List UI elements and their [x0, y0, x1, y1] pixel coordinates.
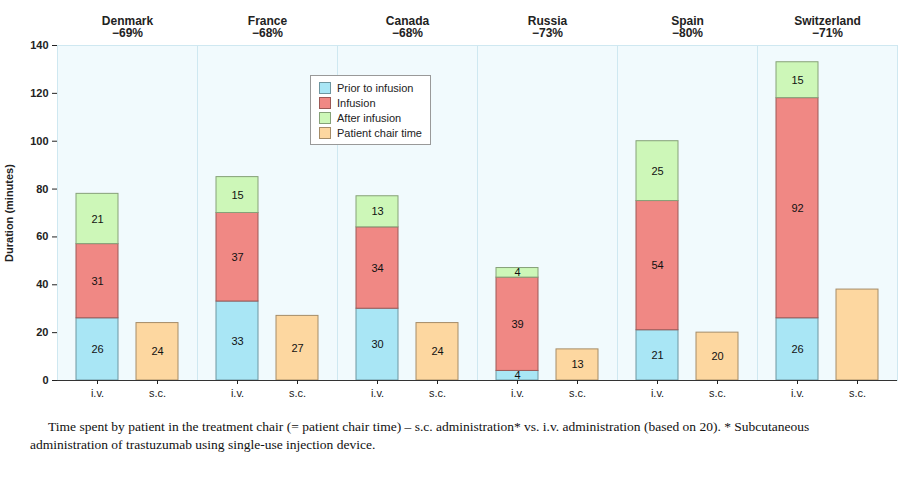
svg-text:s.c.: s.c.: [709, 387, 726, 399]
svg-text:4: 4: [514, 369, 520, 381]
svg-text:80: 80: [36, 183, 48, 195]
svg-text:France−68%: France−68%: [248, 14, 288, 40]
svg-text:37: 37: [231, 251, 243, 263]
svg-text:60: 60: [36, 230, 48, 242]
svg-text:15: 15: [231, 189, 243, 201]
svg-text:26: 26: [791, 343, 803, 355]
svg-text:Duration (minutes): Duration (minutes): [3, 164, 15, 262]
svg-text:100: 100: [30, 135, 48, 147]
svg-text:i.v.: i.v.: [511, 387, 524, 399]
svg-text:30: 30: [371, 338, 383, 350]
svg-text:13: 13: [571, 358, 583, 370]
svg-text:24: 24: [151, 345, 163, 357]
svg-text:21: 21: [651, 349, 663, 361]
svg-text:13: 13: [371, 205, 383, 217]
svg-text:Spain−80%: Spain−80%: [671, 14, 704, 40]
svg-text:s.c.: s.c.: [429, 387, 446, 399]
svg-text:i.v.: i.v.: [651, 387, 664, 399]
svg-text:140: 140: [30, 39, 48, 51]
svg-text:Canada−68%: Canada−68%: [386, 14, 430, 40]
svg-text:4: 4: [514, 266, 520, 278]
svg-text:24: 24: [431, 345, 443, 357]
svg-text:s.c.: s.c.: [569, 387, 586, 399]
svg-text:31: 31: [91, 275, 103, 287]
svg-text:21: 21: [91, 213, 103, 225]
svg-text:s.c.: s.c.: [289, 387, 306, 399]
svg-text:i.v.: i.v.: [791, 387, 804, 399]
svg-text:25: 25: [651, 165, 663, 177]
svg-text:i.v.: i.v.: [371, 387, 384, 399]
html-text:Prior to infusion: Prior to infusion: [337, 81, 414, 94]
html-text:Patient chair time: Patient chair time: [337, 126, 422, 139]
svg-text:54: 54: [651, 259, 663, 271]
html-text:Time spent by patient in the t: Time spent by patient in the treatment c…: [30, 419, 810, 453]
svg-text:s.c.: s.c.: [149, 387, 166, 399]
svg-text:20: 20: [711, 350, 723, 362]
svg-text:92: 92: [791, 202, 803, 214]
svg-text:0: 0: [42, 374, 48, 386]
svg-text:i.v.: i.v.: [231, 387, 244, 399]
html-text:Infusion: Infusion: [337, 96, 376, 109]
svg-text:40: 40: [36, 278, 48, 290]
svg-text:Switzerland−71%: Switzerland−71%: [794, 14, 861, 40]
svg-text:33: 33: [231, 335, 243, 347]
svg-text:27: 27: [291, 342, 303, 354]
svg-text:39: 39: [511, 318, 523, 330]
svg-text:34: 34: [371, 262, 383, 274]
html-text:After infusion: After infusion: [337, 111, 402, 124]
svg-text:15: 15: [791, 74, 803, 86]
svg-text:Russia−73%: Russia−73%: [528, 14, 568, 40]
svg-text:26: 26: [91, 343, 103, 355]
svg-text:i.v.: i.v.: [91, 387, 104, 399]
svg-text:20: 20: [36, 326, 48, 338]
svg-text:s.c.: s.c.: [849, 387, 866, 399]
svg-text:Denmark−69%: Denmark−69%: [102, 14, 154, 40]
svg-text:120: 120: [30, 87, 48, 99]
